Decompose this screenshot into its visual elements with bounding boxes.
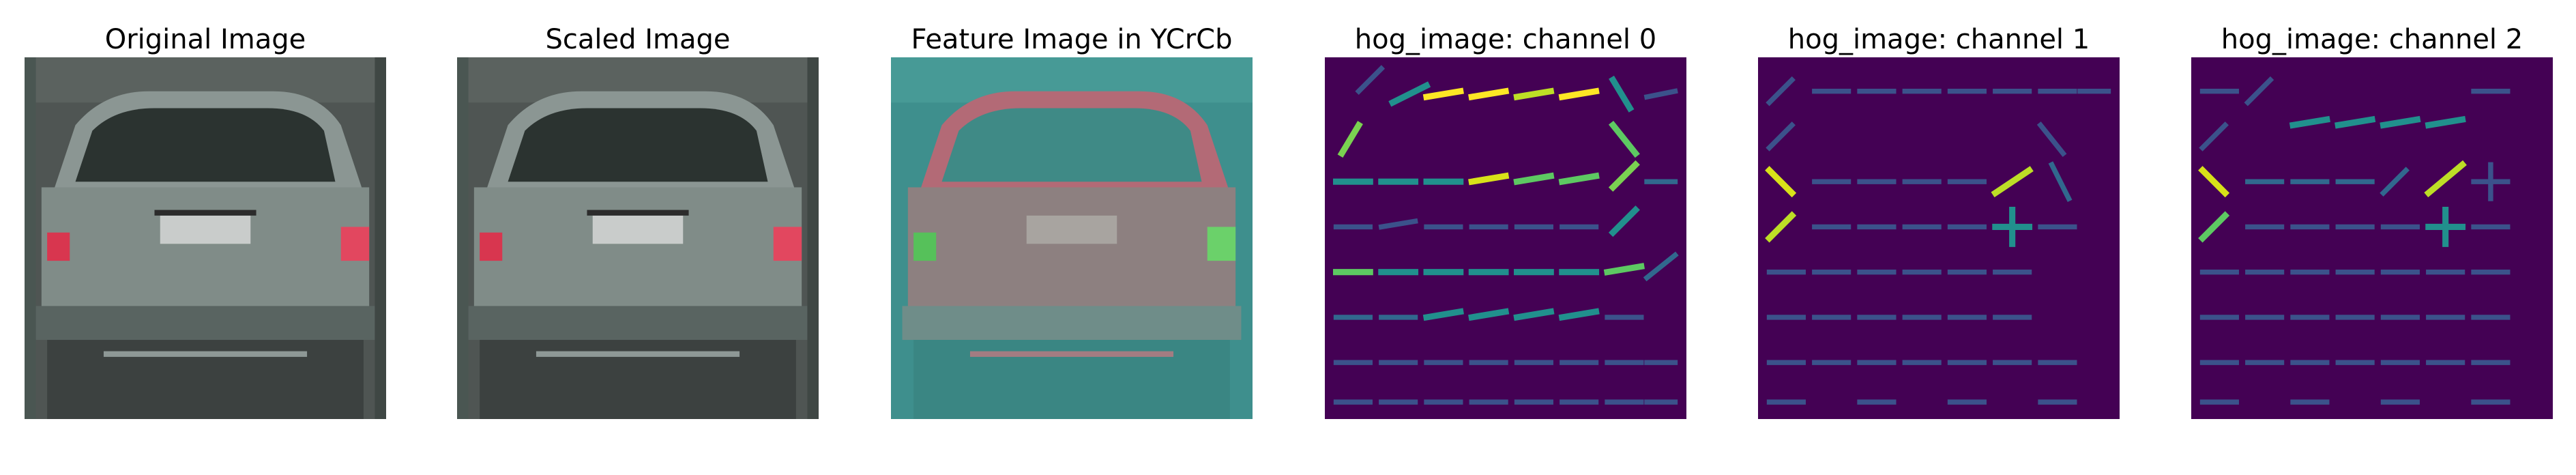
hog-image-channel-2: [2191, 57, 2553, 419]
panel-title: Original Image: [0, 25, 413, 55]
panel-title: Scaled Image: [430, 25, 846, 55]
panel-ycrcb-image: Feature Image in YCrCb: [891, 0, 1253, 475]
hog-image-channel-0: [1325, 57, 1686, 419]
panel-original-image: Original Image: [25, 0, 386, 475]
panel-scaled-image: Scaled Image: [457, 0, 819, 475]
panel-hog-channel-0: hog_image: channel 0: [1325, 0, 1686, 475]
original-car-image: [25, 57, 386, 419]
scaled-car-image: [457, 57, 819, 419]
hog-image-channel-1: [1758, 57, 2120, 419]
panel-title: Feature Image in YCrCb: [864, 25, 1280, 55]
panel-title: hog_image: channel 2: [2164, 25, 2576, 55]
panel-title: hog_image: channel 0: [1298, 25, 1714, 55]
panel-hog-channel-1: hog_image: channel 1: [1758, 0, 2120, 475]
panel-title: hog_image: channel 1: [1731, 25, 2147, 55]
ycrcb-feature-image: [891, 57, 1253, 419]
panel-hog-channel-2: hog_image: channel 2: [2191, 0, 2553, 475]
